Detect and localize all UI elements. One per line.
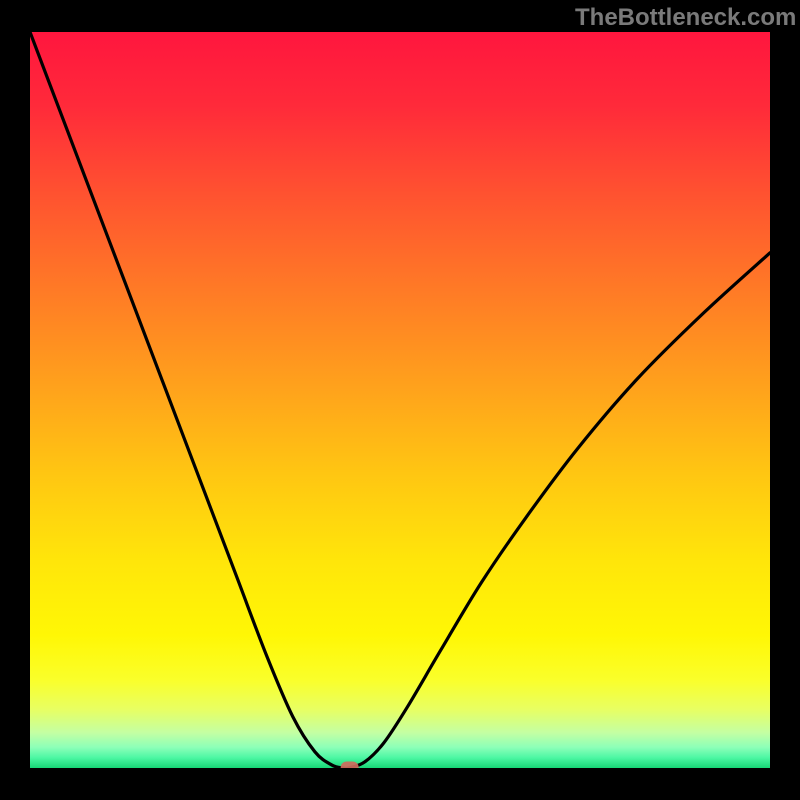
- watermark-text: TheBottleneck.com: [575, 4, 796, 32]
- gradient-background: [30, 32, 770, 768]
- bottleneck-chart: [30, 32, 770, 768]
